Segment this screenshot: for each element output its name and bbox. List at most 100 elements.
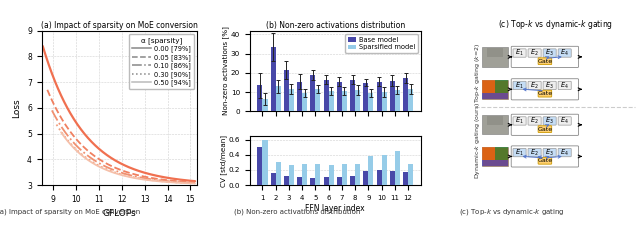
Title: (c) Top-$k$ vs dynamic-$k$ gating: (c) Top-$k$ vs dynamic-$k$ gating: [497, 18, 612, 31]
FancyBboxPatch shape: [538, 58, 552, 65]
Bar: [342, 164, 347, 185]
Bar: [310, 178, 316, 185]
Text: $E_2$: $E_2$: [531, 80, 539, 91]
Title: (b) Non-zero activations distribution: (b) Non-zero activations distribution: [266, 21, 405, 30]
FancyBboxPatch shape: [538, 90, 552, 97]
FancyBboxPatch shape: [528, 81, 541, 90]
FancyBboxPatch shape: [543, 117, 556, 125]
Text: (b) Non-zero activations distribution: (b) Non-zero activations distribution: [234, 208, 361, 215]
Y-axis label: Non-zero activations [%]: Non-zero activations [%]: [223, 27, 229, 116]
FancyBboxPatch shape: [558, 117, 572, 125]
FancyBboxPatch shape: [511, 79, 579, 100]
Text: $E_4$: $E_4$: [560, 148, 569, 158]
Text: $E_2$: $E_2$: [531, 48, 539, 58]
Bar: [316, 164, 321, 185]
Bar: [302, 93, 307, 111]
Text: $E_1$: $E_1$: [515, 80, 524, 91]
FancyBboxPatch shape: [558, 81, 572, 90]
Bar: [350, 80, 355, 111]
Text: Gate: Gate: [537, 91, 552, 96]
Bar: [403, 78, 408, 111]
FancyBboxPatch shape: [543, 81, 556, 90]
FancyBboxPatch shape: [495, 147, 508, 160]
Bar: [355, 90, 360, 111]
Text: $E_3$: $E_3$: [545, 80, 554, 91]
Text: $E_1$: $E_1$: [515, 148, 524, 158]
Text: Top-$k$ gating ($k$=2): Top-$k$ gating ($k$=2): [474, 43, 483, 103]
FancyBboxPatch shape: [483, 80, 508, 99]
Bar: [369, 156, 374, 185]
Bar: [381, 92, 387, 111]
Bar: [355, 164, 360, 185]
Bar: [324, 80, 329, 111]
FancyBboxPatch shape: [513, 148, 526, 157]
Bar: [337, 177, 342, 185]
Text: $E_4$: $E_4$: [560, 48, 569, 58]
Bar: [276, 162, 281, 185]
Bar: [302, 164, 307, 185]
Bar: [262, 99, 268, 111]
Text: Dynamic-$k$ gating (ours): Dynamic-$k$ gating (ours): [474, 102, 483, 179]
FancyBboxPatch shape: [483, 147, 508, 166]
Bar: [297, 178, 302, 185]
Bar: [403, 172, 408, 185]
Bar: [329, 165, 333, 185]
Text: $E_3$: $E_3$: [545, 48, 554, 58]
Bar: [257, 85, 262, 111]
Bar: [289, 89, 294, 111]
Bar: [284, 70, 289, 111]
Bar: [337, 81, 342, 111]
Bar: [364, 171, 369, 185]
Bar: [271, 173, 276, 185]
FancyBboxPatch shape: [513, 49, 526, 57]
Bar: [408, 164, 413, 185]
Text: $E_4$: $E_4$: [560, 116, 569, 126]
Bar: [390, 81, 395, 111]
Bar: [369, 93, 374, 111]
Bar: [395, 90, 400, 111]
X-axis label: FFN layer index: FFN layer index: [305, 203, 365, 212]
FancyBboxPatch shape: [543, 148, 556, 157]
Text: Gate: Gate: [537, 158, 552, 163]
Bar: [324, 178, 329, 185]
FancyBboxPatch shape: [528, 117, 541, 125]
FancyBboxPatch shape: [538, 157, 552, 164]
FancyBboxPatch shape: [538, 126, 552, 133]
FancyBboxPatch shape: [558, 148, 572, 157]
FancyBboxPatch shape: [511, 46, 579, 67]
Bar: [376, 170, 381, 185]
Bar: [310, 75, 316, 111]
FancyBboxPatch shape: [513, 117, 526, 125]
Text: $E_3$: $E_3$: [545, 148, 554, 158]
Bar: [297, 81, 302, 111]
FancyBboxPatch shape: [483, 147, 495, 160]
Y-axis label: CV [std/mean]: CV [std/mean]: [220, 135, 227, 187]
FancyBboxPatch shape: [558, 49, 572, 57]
Y-axis label: Loss: Loss: [12, 98, 22, 118]
Bar: [329, 91, 333, 111]
FancyBboxPatch shape: [511, 146, 579, 167]
Bar: [390, 171, 395, 185]
FancyBboxPatch shape: [543, 49, 556, 57]
Title: (a) Impact of sparsity on MoE conversion: (a) Impact of sparsity on MoE conversion: [41, 21, 198, 30]
Text: (a) Impact of sparsity on MoE conversion: (a) Impact of sparsity on MoE conversion: [0, 208, 141, 215]
Bar: [276, 86, 281, 111]
Bar: [395, 151, 400, 185]
Text: $E_4$: $E_4$: [560, 80, 569, 91]
FancyBboxPatch shape: [483, 47, 508, 67]
X-axis label: GFLOPs: GFLOPs: [102, 209, 136, 218]
Bar: [271, 47, 276, 111]
Text: (c) Top-$k$ vs dynamic-$k$ gating: (c) Top-$k$ vs dynamic-$k$ gating: [459, 207, 565, 217]
Text: $E_1$: $E_1$: [515, 116, 524, 126]
Bar: [316, 89, 321, 111]
Bar: [381, 155, 387, 185]
Bar: [284, 176, 289, 185]
FancyBboxPatch shape: [528, 49, 541, 57]
Text: $E_1$: $E_1$: [515, 48, 524, 58]
Bar: [257, 147, 262, 185]
FancyBboxPatch shape: [483, 115, 508, 134]
FancyBboxPatch shape: [513, 81, 526, 90]
Text: $E_2$: $E_2$: [531, 116, 539, 126]
Legend: 0.00 [79%], 0.05 [83%], 0.10 [86%], 0.30 [90%], 0.50 [94%]: 0.00 [79%], 0.05 [83%], 0.10 [86%], 0.30…: [129, 34, 194, 89]
FancyBboxPatch shape: [487, 116, 502, 125]
